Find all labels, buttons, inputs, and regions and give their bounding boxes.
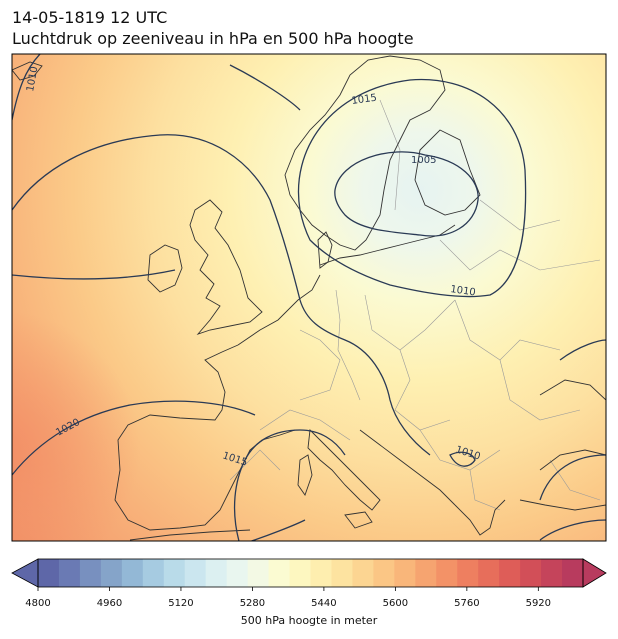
colorbar-cell — [415, 559, 437, 587]
colorbar-cell — [457, 559, 479, 587]
colorbar-label: 500 hPa hoogte in meter — [240, 614, 378, 627]
colorbar-cell — [79, 559, 102, 587]
colorbar-cell — [562, 559, 584, 587]
colorbar-cell — [352, 559, 374, 587]
colorbar-cell — [373, 559, 395, 587]
colorbar-tick-label: 5120 — [168, 598, 194, 609]
isobar-label-1005: 1005 — [411, 155, 436, 166]
colorbar-cell — [226, 559, 249, 587]
colorbar-cell — [268, 559, 291, 587]
colorbar-cell — [100, 559, 123, 587]
colorbar-cell — [289, 559, 311, 587]
colorbar-cell — [436, 559, 458, 587]
colorbar-tick-label: 4960 — [96, 598, 123, 609]
colorbar-tick-label: 5600 — [382, 598, 409, 609]
colorbar-tick-label: 5760 — [454, 598, 480, 609]
colorbar-cell — [478, 559, 500, 587]
colorbar-cell — [121, 559, 144, 587]
colorbar-cell — [310, 559, 332, 587]
colorbar-cell — [184, 559, 207, 587]
colorbar-cell — [394, 559, 416, 587]
colorbar-cell — [205, 559, 228, 587]
colorbar-cell — [331, 559, 353, 587]
colorbar-tick-label: 5440 — [311, 598, 337, 609]
isobar-label-1010-west: 1010 — [25, 66, 40, 93]
colorbar-cell — [247, 559, 270, 587]
colorbar-cell — [58, 559, 81, 587]
colorbar-extend-high — [582, 558, 607, 588]
colorbar-cell — [38, 559, 60, 587]
colorbar-extend-low — [11, 558, 39, 588]
map-title: Luchtdruk op zeeniveau in hPa en 500 hPa… — [12, 29, 414, 48]
country-borders — [229, 99, 601, 511]
colorbar-frame — [37, 558, 584, 588]
isobars — [12, 54, 606, 541]
colorbar-tick-label: 5280 — [239, 598, 266, 609]
colorbar-cell — [541, 559, 563, 587]
colorbar-tick-label: 4800 — [25, 598, 51, 609]
map-frame — [11, 53, 607, 542]
map-datetime: 14-05-1819 12 UTC — [12, 8, 168, 27]
colorbar-cell — [163, 559, 186, 587]
colorbar-cell — [520, 559, 542, 587]
colorbar-tick-label: 5920 — [525, 598, 552, 609]
colorbar-cell — [499, 559, 521, 587]
isobar-label-1015-north: 1015 — [351, 93, 378, 107]
colorbar-cell — [142, 559, 165, 587]
isobar-label-1010-east: 1010 — [450, 284, 477, 298]
